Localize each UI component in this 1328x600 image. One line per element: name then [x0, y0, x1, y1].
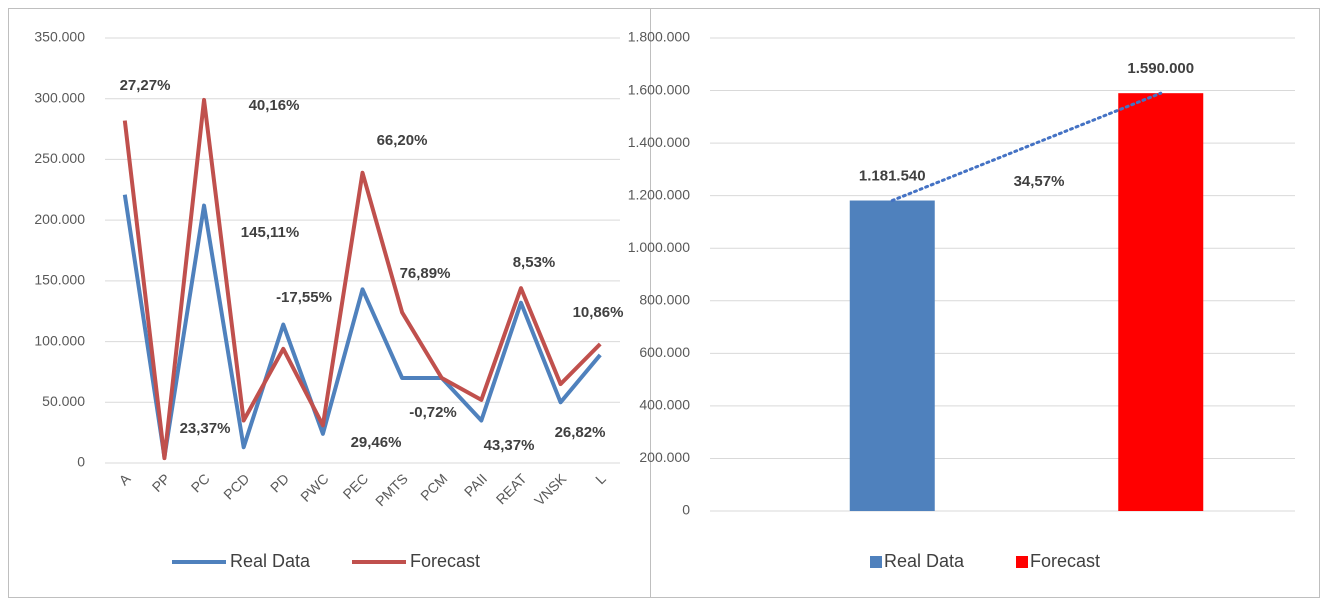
- annotation: 66,20%: [377, 132, 428, 149]
- legend-label: Forecast: [1030, 551, 1100, 571]
- annotation: 27,27%: [120, 77, 171, 94]
- y-tick-label: 150.000: [34, 272, 85, 288]
- x-tick-label: VNSK: [531, 470, 570, 509]
- x-tick-label: PCD: [220, 470, 252, 502]
- bar: [1118, 93, 1204, 511]
- y-tick-label: 50.000: [42, 393, 85, 409]
- y-tick-label: 250.000: [34, 150, 85, 166]
- y-tick-label: 100.000: [34, 332, 85, 348]
- x-tick-label: A: [116, 470, 134, 488]
- series-line: [122, 97, 602, 461]
- annotation: 34,57%: [1014, 173, 1065, 190]
- y-tick-label: 200.000: [34, 211, 85, 227]
- annotation: -0,72%: [409, 404, 457, 421]
- trend-line: [890, 91, 1163, 203]
- value-label: 1.590.000: [1127, 60, 1194, 77]
- x-tick-label: PWC: [297, 470, 331, 504]
- value-label: 1.181.540: [859, 167, 926, 184]
- annotation: 145,11%: [241, 224, 299, 241]
- right-panel: [650, 8, 1320, 598]
- y-tick-label: 400.000: [639, 397, 690, 413]
- annotation: 26,82%: [555, 424, 606, 441]
- annotation: 10,86%: [573, 304, 624, 321]
- x-tick-label: REAT: [493, 470, 530, 507]
- y-tick-label: 0: [682, 502, 690, 518]
- annotation: 40,16%: [249, 97, 300, 114]
- legend-label: Forecast: [410, 551, 480, 571]
- y-tick-label: 1.200.000: [628, 186, 690, 202]
- y-tick-label: 1.000.000: [628, 239, 690, 255]
- y-tick-label: 1.800.000: [628, 29, 690, 45]
- y-tick-label: 1.600.000: [628, 81, 690, 97]
- annotation: 43,37%: [484, 437, 535, 454]
- y-tick-label: 0: [77, 454, 85, 470]
- y-tick-label: 300.000: [34, 89, 85, 105]
- annotation: -17,55%: [276, 289, 332, 306]
- y-tick-label: 1.400.000: [628, 134, 690, 150]
- annotation: 29,46%: [351, 434, 402, 451]
- x-tick-label: PC: [188, 470, 213, 495]
- legend-swatch: [870, 556, 882, 568]
- legend-swatch: [1016, 556, 1028, 568]
- y-tick-label: 350.000: [34, 29, 85, 45]
- x-tick-label: PMTS: [372, 470, 411, 509]
- x-tick-label: PP: [149, 470, 174, 495]
- series-line: [122, 194, 602, 459]
- y-tick-label: 800.000: [639, 291, 690, 307]
- x-tick-label: PEC: [340, 470, 372, 502]
- legend-label: Real Data: [884, 551, 965, 571]
- y-tick-label: 200.000: [639, 449, 690, 465]
- legend-label: Real Data: [230, 551, 311, 571]
- x-tick-label: PD: [267, 470, 292, 495]
- y-tick-label: 600.000: [639, 344, 690, 360]
- x-tick-label: PCM: [417, 470, 450, 503]
- annotation: 8,53%: [513, 254, 556, 271]
- annotation: 23,37%: [180, 420, 231, 437]
- annotation: 76,89%: [400, 265, 451, 282]
- x-tick-label: PAII: [461, 470, 490, 499]
- bar: [849, 200, 935, 511]
- x-tick-label: L: [592, 470, 609, 487]
